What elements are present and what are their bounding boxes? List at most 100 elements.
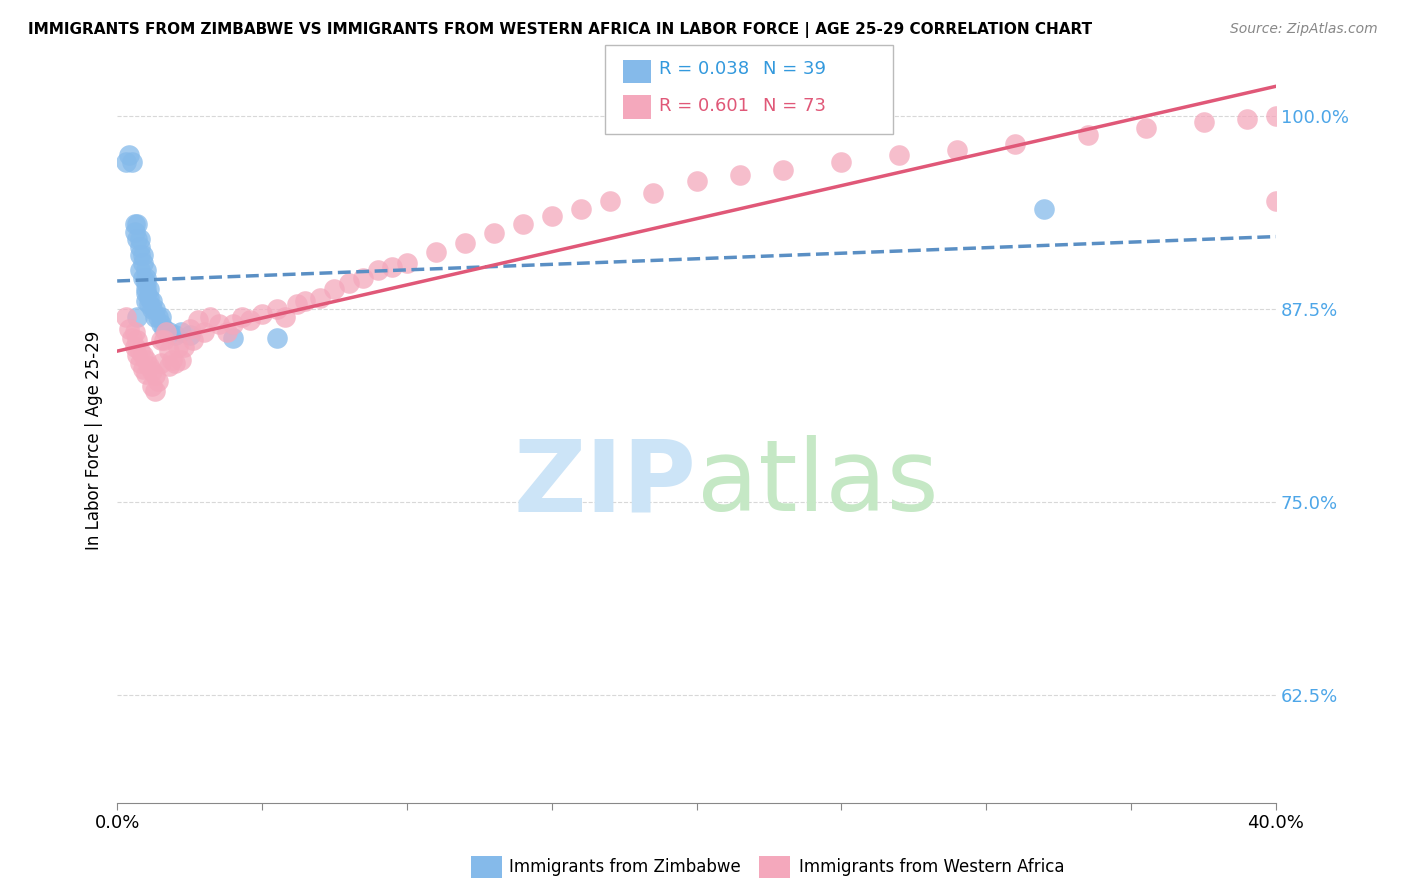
Point bbox=[337, 276, 360, 290]
Point bbox=[124, 325, 146, 339]
Point bbox=[170, 325, 193, 339]
Point bbox=[274, 310, 297, 324]
Point bbox=[323, 282, 346, 296]
Point bbox=[152, 333, 174, 347]
Text: atlas: atlas bbox=[696, 435, 938, 532]
Point bbox=[124, 217, 146, 231]
Point bbox=[1265, 194, 1288, 208]
Point bbox=[121, 155, 143, 169]
Point bbox=[135, 263, 157, 277]
Point bbox=[222, 318, 245, 332]
Point bbox=[143, 301, 166, 316]
Point bbox=[135, 294, 157, 309]
Point bbox=[135, 282, 157, 296]
Point bbox=[728, 168, 751, 182]
Point bbox=[129, 343, 152, 358]
Point bbox=[157, 359, 180, 373]
Point bbox=[146, 375, 169, 389]
Point bbox=[830, 155, 852, 169]
Point bbox=[482, 227, 505, 241]
Point bbox=[395, 255, 418, 269]
Point bbox=[121, 331, 143, 345]
Point bbox=[425, 244, 447, 259]
Point bbox=[540, 209, 562, 223]
Point bbox=[149, 318, 172, 332]
Point bbox=[152, 322, 174, 336]
Point bbox=[146, 310, 169, 324]
Point bbox=[132, 255, 155, 269]
Point bbox=[129, 240, 152, 254]
Point bbox=[367, 263, 389, 277]
Point bbox=[772, 163, 794, 178]
Point bbox=[138, 359, 160, 373]
Point bbox=[181, 333, 204, 347]
Point bbox=[1033, 202, 1056, 216]
Y-axis label: In Labor Force | Age 25-29: In Labor Force | Age 25-29 bbox=[86, 330, 103, 549]
Point bbox=[294, 294, 316, 309]
Point bbox=[198, 310, 221, 324]
Point bbox=[1236, 112, 1258, 127]
Point bbox=[132, 348, 155, 362]
Point bbox=[124, 225, 146, 239]
Text: Source: ZipAtlas.com: Source: ZipAtlas.com bbox=[1230, 22, 1378, 37]
Point bbox=[309, 291, 332, 305]
Point bbox=[1077, 128, 1099, 142]
Point bbox=[1192, 115, 1215, 129]
Point bbox=[207, 318, 229, 332]
Point bbox=[141, 301, 163, 316]
Point bbox=[143, 384, 166, 398]
Point bbox=[179, 322, 201, 336]
Point bbox=[599, 194, 621, 208]
Point bbox=[512, 217, 534, 231]
Point bbox=[889, 147, 911, 161]
Point bbox=[149, 310, 172, 324]
Point bbox=[143, 368, 166, 383]
Point bbox=[1004, 136, 1026, 151]
Point bbox=[132, 248, 155, 262]
Point bbox=[135, 352, 157, 367]
Point bbox=[165, 356, 187, 370]
Point bbox=[149, 356, 172, 370]
Point bbox=[132, 271, 155, 285]
Point bbox=[124, 341, 146, 355]
Point bbox=[127, 348, 149, 362]
Point bbox=[135, 271, 157, 285]
Point bbox=[454, 235, 477, 250]
Point bbox=[138, 291, 160, 305]
Point bbox=[173, 341, 195, 355]
Text: Immigrants from Western Africa: Immigrants from Western Africa bbox=[799, 858, 1064, 876]
Point bbox=[149, 333, 172, 347]
Text: N = 73: N = 73 bbox=[763, 97, 827, 115]
Point bbox=[127, 232, 149, 246]
Text: R = 0.038: R = 0.038 bbox=[659, 60, 749, 78]
Point bbox=[222, 331, 245, 345]
Point bbox=[685, 174, 707, 188]
Point bbox=[170, 352, 193, 367]
Point bbox=[187, 312, 209, 326]
Point bbox=[155, 325, 177, 339]
Text: ZIP: ZIP bbox=[513, 435, 696, 532]
Point bbox=[129, 248, 152, 262]
Point bbox=[138, 297, 160, 311]
Point bbox=[239, 312, 262, 326]
Point bbox=[129, 356, 152, 370]
Point bbox=[127, 217, 149, 231]
Point bbox=[118, 322, 141, 336]
Point bbox=[381, 260, 404, 275]
Point bbox=[165, 328, 187, 343]
Point bbox=[118, 147, 141, 161]
Point bbox=[141, 363, 163, 377]
Point bbox=[135, 276, 157, 290]
Text: R = 0.601: R = 0.601 bbox=[659, 97, 749, 115]
Point bbox=[141, 379, 163, 393]
Point bbox=[352, 271, 374, 285]
Point bbox=[129, 232, 152, 246]
Point bbox=[167, 341, 190, 355]
Point bbox=[157, 325, 180, 339]
Text: IMMIGRANTS FROM ZIMBABWE VS IMMIGRANTS FROM WESTERN AFRICA IN LABOR FORCE | AGE : IMMIGRANTS FROM ZIMBABWE VS IMMIGRANTS F… bbox=[28, 22, 1092, 38]
Point bbox=[115, 310, 138, 324]
Point bbox=[143, 310, 166, 324]
Point bbox=[135, 286, 157, 301]
Point bbox=[250, 306, 273, 320]
Point bbox=[115, 155, 138, 169]
